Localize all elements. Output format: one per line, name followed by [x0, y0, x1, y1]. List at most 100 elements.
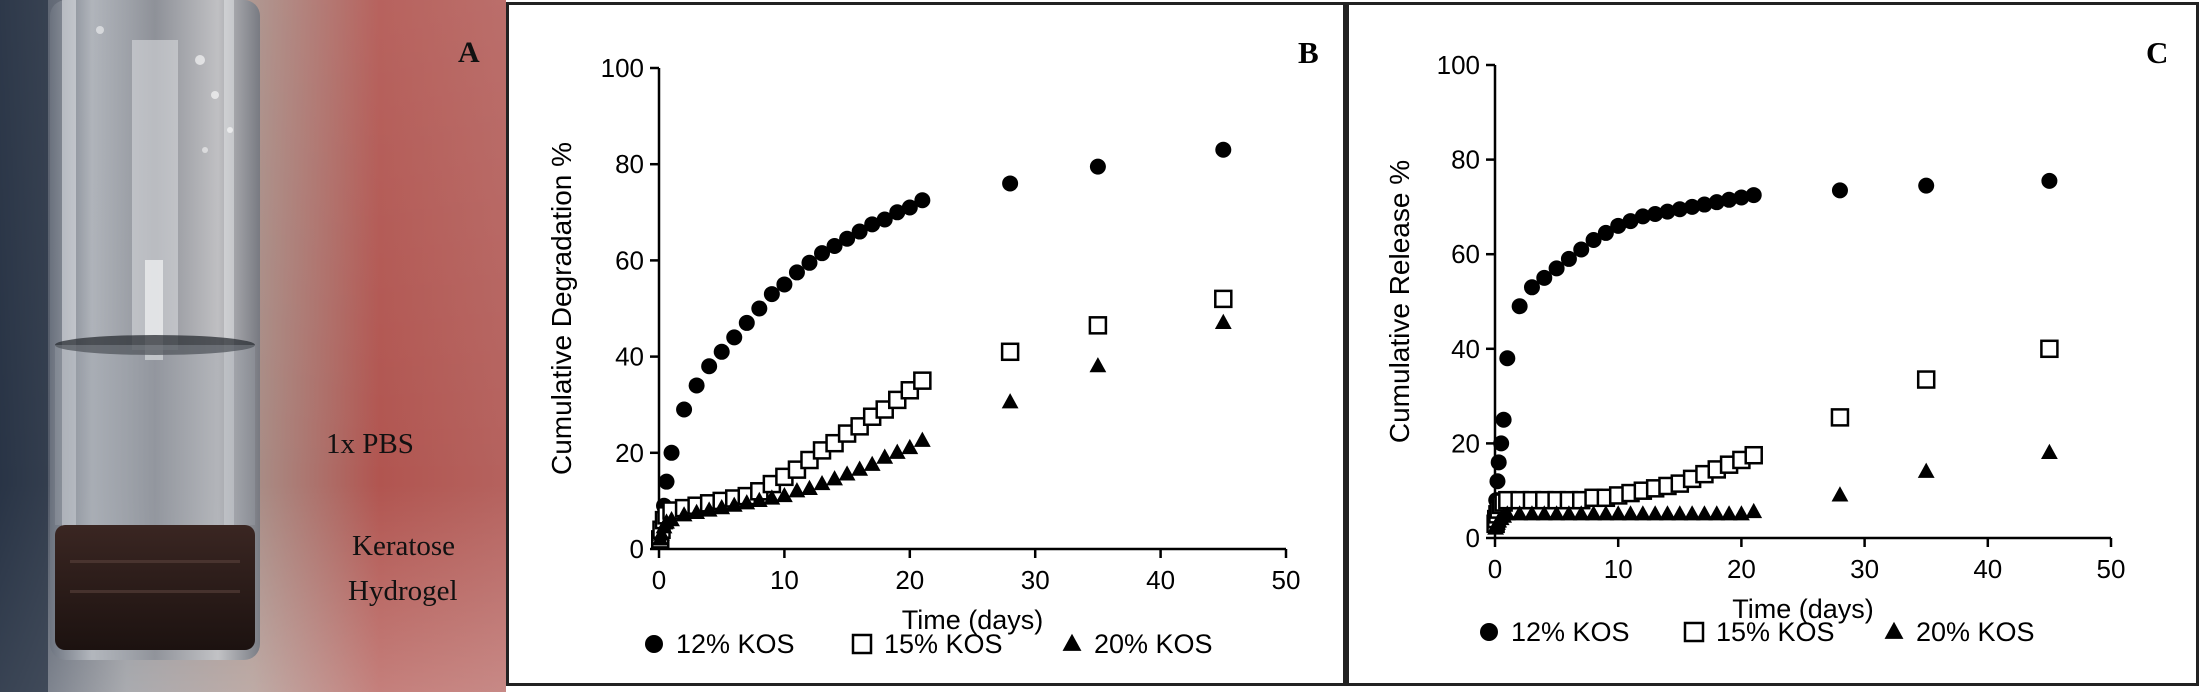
data-point [888, 443, 906, 459]
legend: 12% KOS 15% KOS 20% KOS [1480, 617, 2035, 647]
x-tick-label: 40 [1973, 554, 2002, 584]
data-point [1745, 502, 1763, 519]
data-point [1720, 505, 1738, 521]
data-point [1916, 370, 1936, 389]
data-point [1831, 486, 1849, 502]
data-point [701, 358, 718, 375]
y-tick-label: 40 [1451, 334, 1480, 364]
y-tick-label: 40 [615, 342, 644, 372]
data-point [826, 237, 843, 254]
legend-label: 15% KOS [1716, 617, 1835, 647]
photo-panel: A 1x PBS Keratose Hydrogel [0, 0, 506, 692]
data-point [675, 506, 693, 522]
data-point [1917, 462, 1935, 478]
panel-letter-a: A [458, 36, 480, 69]
data-point [1523, 279, 1540, 296]
data-point [763, 286, 780, 303]
data-point [1560, 250, 1577, 267]
data-point [1495, 411, 1512, 428]
data-point [1214, 289, 1233, 309]
legend-marker [851, 633, 873, 655]
x-tick-label: 20 [895, 565, 924, 595]
degradation-chart: B 0 20 40 60 80 100 0 10 20 30 40 50 Time (days) Cumul… [546, 35, 1319, 659]
data-point [1597, 224, 1614, 241]
y-tick-label: 60 [1451, 239, 1480, 269]
x-tick-label: 0 [1488, 554, 1502, 584]
data-point [1721, 191, 1738, 208]
x-tick-label: 30 [1850, 554, 1879, 584]
data-point [801, 254, 818, 271]
hydrogel-label-line1: Keratose [352, 530, 456, 562]
x-axis-label: Time (days) [902, 605, 1044, 635]
data-point [839, 230, 856, 247]
data-point [1708, 194, 1725, 211]
y-tick-label: 100 [1437, 50, 1480, 80]
data-point [713, 498, 731, 515]
data-point [914, 192, 931, 209]
data-point [901, 199, 918, 216]
x-tick-label: 0 [652, 565, 666, 595]
y-axis-label: Cumulative Degradation % [546, 142, 577, 475]
data-point [1597, 505, 1615, 521]
data-point [1647, 205, 1664, 222]
data-point [2040, 339, 2059, 359]
series-12-kos [1487, 172, 2058, 523]
y-tick-label: 80 [1451, 145, 1480, 175]
panel-letter: C [2146, 35, 2168, 70]
pbs-label: 1x PBS [326, 428, 414, 460]
legend-marker [1884, 621, 1904, 639]
series-12-kos [652, 141, 1232, 543]
data-point [901, 438, 919, 455]
data-point [1493, 435, 1510, 452]
y-tick-label: 80 [615, 149, 644, 179]
data-point [1671, 201, 1688, 218]
data-point [763, 489, 781, 505]
legend-marker [645, 635, 663, 653]
data-point [1535, 505, 1553, 521]
data-point [1089, 158, 1106, 175]
legend: 12% KOS 15% KOS 20% KOS [645, 629, 1213, 659]
x-tick-label: 50 [1272, 565, 1301, 595]
data-point [663, 444, 680, 461]
data-point [750, 491, 768, 507]
legend-label: 20% KOS [1094, 629, 1213, 659]
data-point [864, 216, 881, 233]
data-point [1489, 473, 1506, 490]
data-point [776, 486, 793, 503]
data-point [1696, 505, 1713, 521]
data-point [1696, 196, 1713, 213]
data-point [1634, 505, 1652, 521]
data-point [726, 329, 743, 346]
data-point [1000, 342, 1020, 362]
x-axis-label: Time (days) [1732, 594, 1874, 624]
series-20-kos [1487, 443, 2058, 535]
legend-label: 15% KOS [884, 629, 1003, 659]
data-point [826, 470, 843, 486]
data-point [1548, 505, 1565, 521]
data-point [814, 245, 831, 262]
legend-label: 12% KOS [676, 629, 795, 659]
data-point [2041, 172, 2058, 189]
series-15-kos [1486, 339, 2059, 534]
data-point [788, 482, 806, 498]
data-point [1683, 505, 1701, 521]
data-point [876, 211, 893, 228]
data-point [913, 371, 932, 390]
data-point [1088, 316, 1108, 335]
data-point [1560, 505, 1578, 521]
legend-marker [1062, 633, 1082, 651]
data-point [838, 465, 856, 481]
data-point [851, 460, 869, 476]
data-point [725, 496, 743, 512]
data-point [1634, 208, 1651, 225]
data-point [1573, 241, 1590, 258]
data-point [851, 223, 868, 240]
legend-label: 20% KOS [1916, 617, 2035, 647]
release-chart-panel: C 0 20 40 60 80 100 0 10 20 30 40 50 Time (days) Cumul… [1346, 2, 2199, 686]
data-point [813, 474, 831, 491]
data-point [1536, 269, 1553, 286]
x-tick-label: 20 [1727, 554, 1756, 584]
x-tick-label: 40 [1146, 565, 1175, 595]
y-tick-label: 20 [1451, 428, 1480, 458]
data-point [658, 473, 675, 490]
